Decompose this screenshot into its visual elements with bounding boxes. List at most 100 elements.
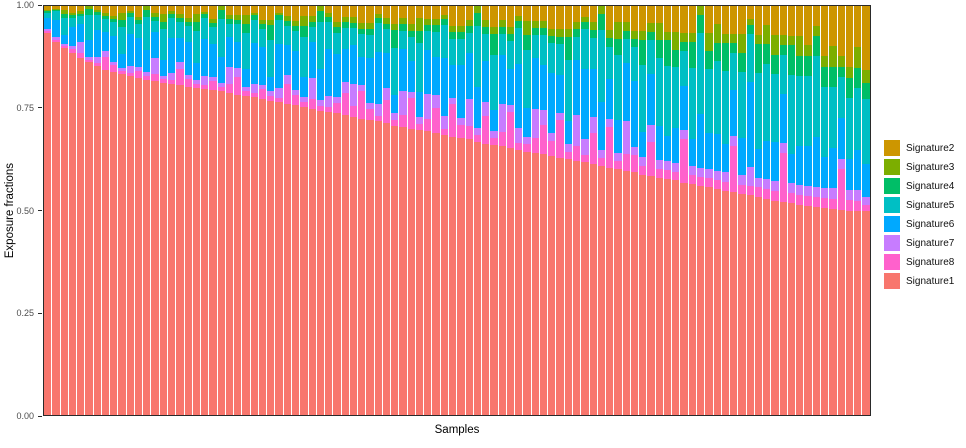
bar-segment-signature5 bbox=[804, 75, 812, 146]
bar-segment-signature4 bbox=[68, 15, 77, 18]
bar-segment-signature7 bbox=[217, 82, 225, 88]
bar-segment-signature2 bbox=[581, 6, 589, 18]
bar-segment-signature1 bbox=[60, 48, 68, 415]
bar-segment-signature6 bbox=[672, 128, 680, 164]
bar-segment-signature8 bbox=[515, 142, 523, 151]
bar-segment-signature1 bbox=[754, 196, 763, 415]
bar-segment-signature3 bbox=[523, 20, 531, 36]
bar-segment-signature7 bbox=[151, 58, 159, 74]
bar-segment-signature7 bbox=[639, 157, 647, 167]
bar-segment-signature1 bbox=[366, 120, 374, 415]
bar-segment-signature1 bbox=[201, 88, 209, 415]
bar-segment-signature5 bbox=[787, 74, 796, 154]
bar-segment-signature7 bbox=[498, 103, 506, 133]
legend-entry-signature7: Signature7 bbox=[884, 235, 954, 251]
bar-segment-signature5 bbox=[829, 87, 837, 148]
bar-segment-signature7 bbox=[779, 143, 787, 154]
bar-segment-signature5 bbox=[539, 35, 548, 66]
bar-segment-signature5 bbox=[622, 38, 630, 64]
bar-segment-signature5 bbox=[250, 19, 258, 43]
bar-segment-signature3 bbox=[837, 56, 845, 67]
bar-segment-signature3 bbox=[515, 16, 523, 21]
bar-segment-signature4 bbox=[515, 20, 523, 29]
bar-segment-signature4 bbox=[341, 22, 349, 28]
y-tick-label: 1.00 bbox=[16, 0, 34, 10]
bar-segment-signature6 bbox=[349, 45, 358, 85]
bar-segment-signature8 bbox=[415, 123, 424, 130]
stacked-bar bbox=[539, 6, 548, 415]
bar-segment-signature1 bbox=[738, 193, 746, 415]
bar-segment-signature3 bbox=[77, 11, 85, 14]
bar-segment-signature2 bbox=[746, 6, 754, 20]
bar-segment-signature8 bbox=[358, 90, 366, 119]
bar-segment-signature5 bbox=[283, 25, 291, 46]
bar-segment-signature2 bbox=[201, 6, 209, 12]
bar-segment-signature1 bbox=[515, 150, 523, 415]
bar-segment-signature4 bbox=[738, 53, 746, 72]
bar-segment-signature8 bbox=[746, 185, 754, 196]
bar-segment-signature1 bbox=[482, 143, 490, 415]
bar-segment-signature7 bbox=[730, 136, 738, 146]
bar-segment-signature3 bbox=[242, 15, 250, 25]
bar-segment-signature1 bbox=[415, 129, 424, 415]
bar-segment-signature8 bbox=[754, 187, 763, 197]
bar-segment-signature1 bbox=[655, 177, 663, 415]
bar-segment-signature5 bbox=[93, 14, 101, 30]
bar-segment-signature7 bbox=[250, 83, 258, 93]
bar-segment-signature3 bbox=[465, 19, 473, 27]
bar-segment-signature8 bbox=[432, 107, 440, 134]
bar-segment-signature4 bbox=[85, 8, 93, 15]
bar-segment-signature6 bbox=[134, 38, 143, 67]
stacked-bar bbox=[52, 6, 60, 415]
bar-segment-signature3 bbox=[93, 10, 101, 12]
bar-segment-signature2 bbox=[349, 6, 358, 18]
bar-segment-signature2 bbox=[796, 6, 804, 36]
y-tick-mark bbox=[38, 4, 42, 6]
bar-segment-signature5 bbox=[325, 21, 333, 49]
y-tick-mark bbox=[38, 312, 42, 314]
legend-swatch-signature4 bbox=[884, 178, 900, 194]
stacked-bar bbox=[250, 6, 258, 415]
bar-segment-signature3 bbox=[151, 13, 159, 18]
bar-segment-signature6 bbox=[787, 153, 796, 184]
bar-segment-signature4 bbox=[754, 44, 763, 73]
bar-segment-signature2 bbox=[804, 6, 812, 46]
bar-segment-signature2 bbox=[399, 6, 407, 19]
bar-segment-signature3 bbox=[432, 18, 440, 26]
bar-segment-signature7 bbox=[606, 119, 614, 128]
stacked-bar bbox=[639, 6, 647, 415]
bar-segment-signature3 bbox=[68, 12, 77, 16]
bar-segment-signature8 bbox=[382, 99, 391, 124]
y-tick-label: 0.25 bbox=[16, 308, 34, 319]
bar-segment-signature5 bbox=[754, 72, 763, 150]
bar-segment-signature6 bbox=[515, 63, 523, 129]
bar-segment-signature2 bbox=[209, 6, 217, 19]
bar-segment-signature5 bbox=[258, 28, 267, 48]
bar-segment-signature5 bbox=[820, 86, 829, 158]
bar-segment-signature7 bbox=[763, 179, 771, 189]
bar-segment-signature7 bbox=[490, 131, 498, 138]
bar-segment-signature6 bbox=[184, 42, 192, 75]
bar-segment-signature5 bbox=[143, 17, 151, 51]
bar-segment-signature5 bbox=[614, 55, 622, 121]
bar-segment-signature4 bbox=[672, 49, 680, 68]
stacked-bar bbox=[614, 6, 622, 415]
bar-segment-signature1 bbox=[820, 208, 829, 415]
bar-segment-signature4 bbox=[482, 26, 490, 34]
bar-segment-signature2 bbox=[531, 6, 539, 21]
bar-segment-signature3 bbox=[85, 6, 93, 9]
bar-segment-signature3 bbox=[663, 31, 672, 41]
bar-segment-signature5 bbox=[366, 34, 374, 58]
bar-segment-signature3 bbox=[52, 8, 60, 10]
bar-segment-signature6 bbox=[663, 135, 672, 162]
bar-segment-signature8 bbox=[597, 158, 606, 167]
stacked-bar bbox=[316, 6, 325, 415]
bar-segment-signature8 bbox=[316, 105, 325, 111]
bar-segment-signature2 bbox=[101, 6, 110, 13]
bar-segment-signature8 bbox=[325, 106, 333, 113]
stacked-bar bbox=[771, 6, 779, 415]
bar-segment-signature5 bbox=[341, 27, 349, 50]
bar-segment-signature1 bbox=[258, 98, 267, 415]
bar-segment-signature6 bbox=[457, 65, 465, 119]
bar-segment-signature5 bbox=[424, 31, 432, 50]
